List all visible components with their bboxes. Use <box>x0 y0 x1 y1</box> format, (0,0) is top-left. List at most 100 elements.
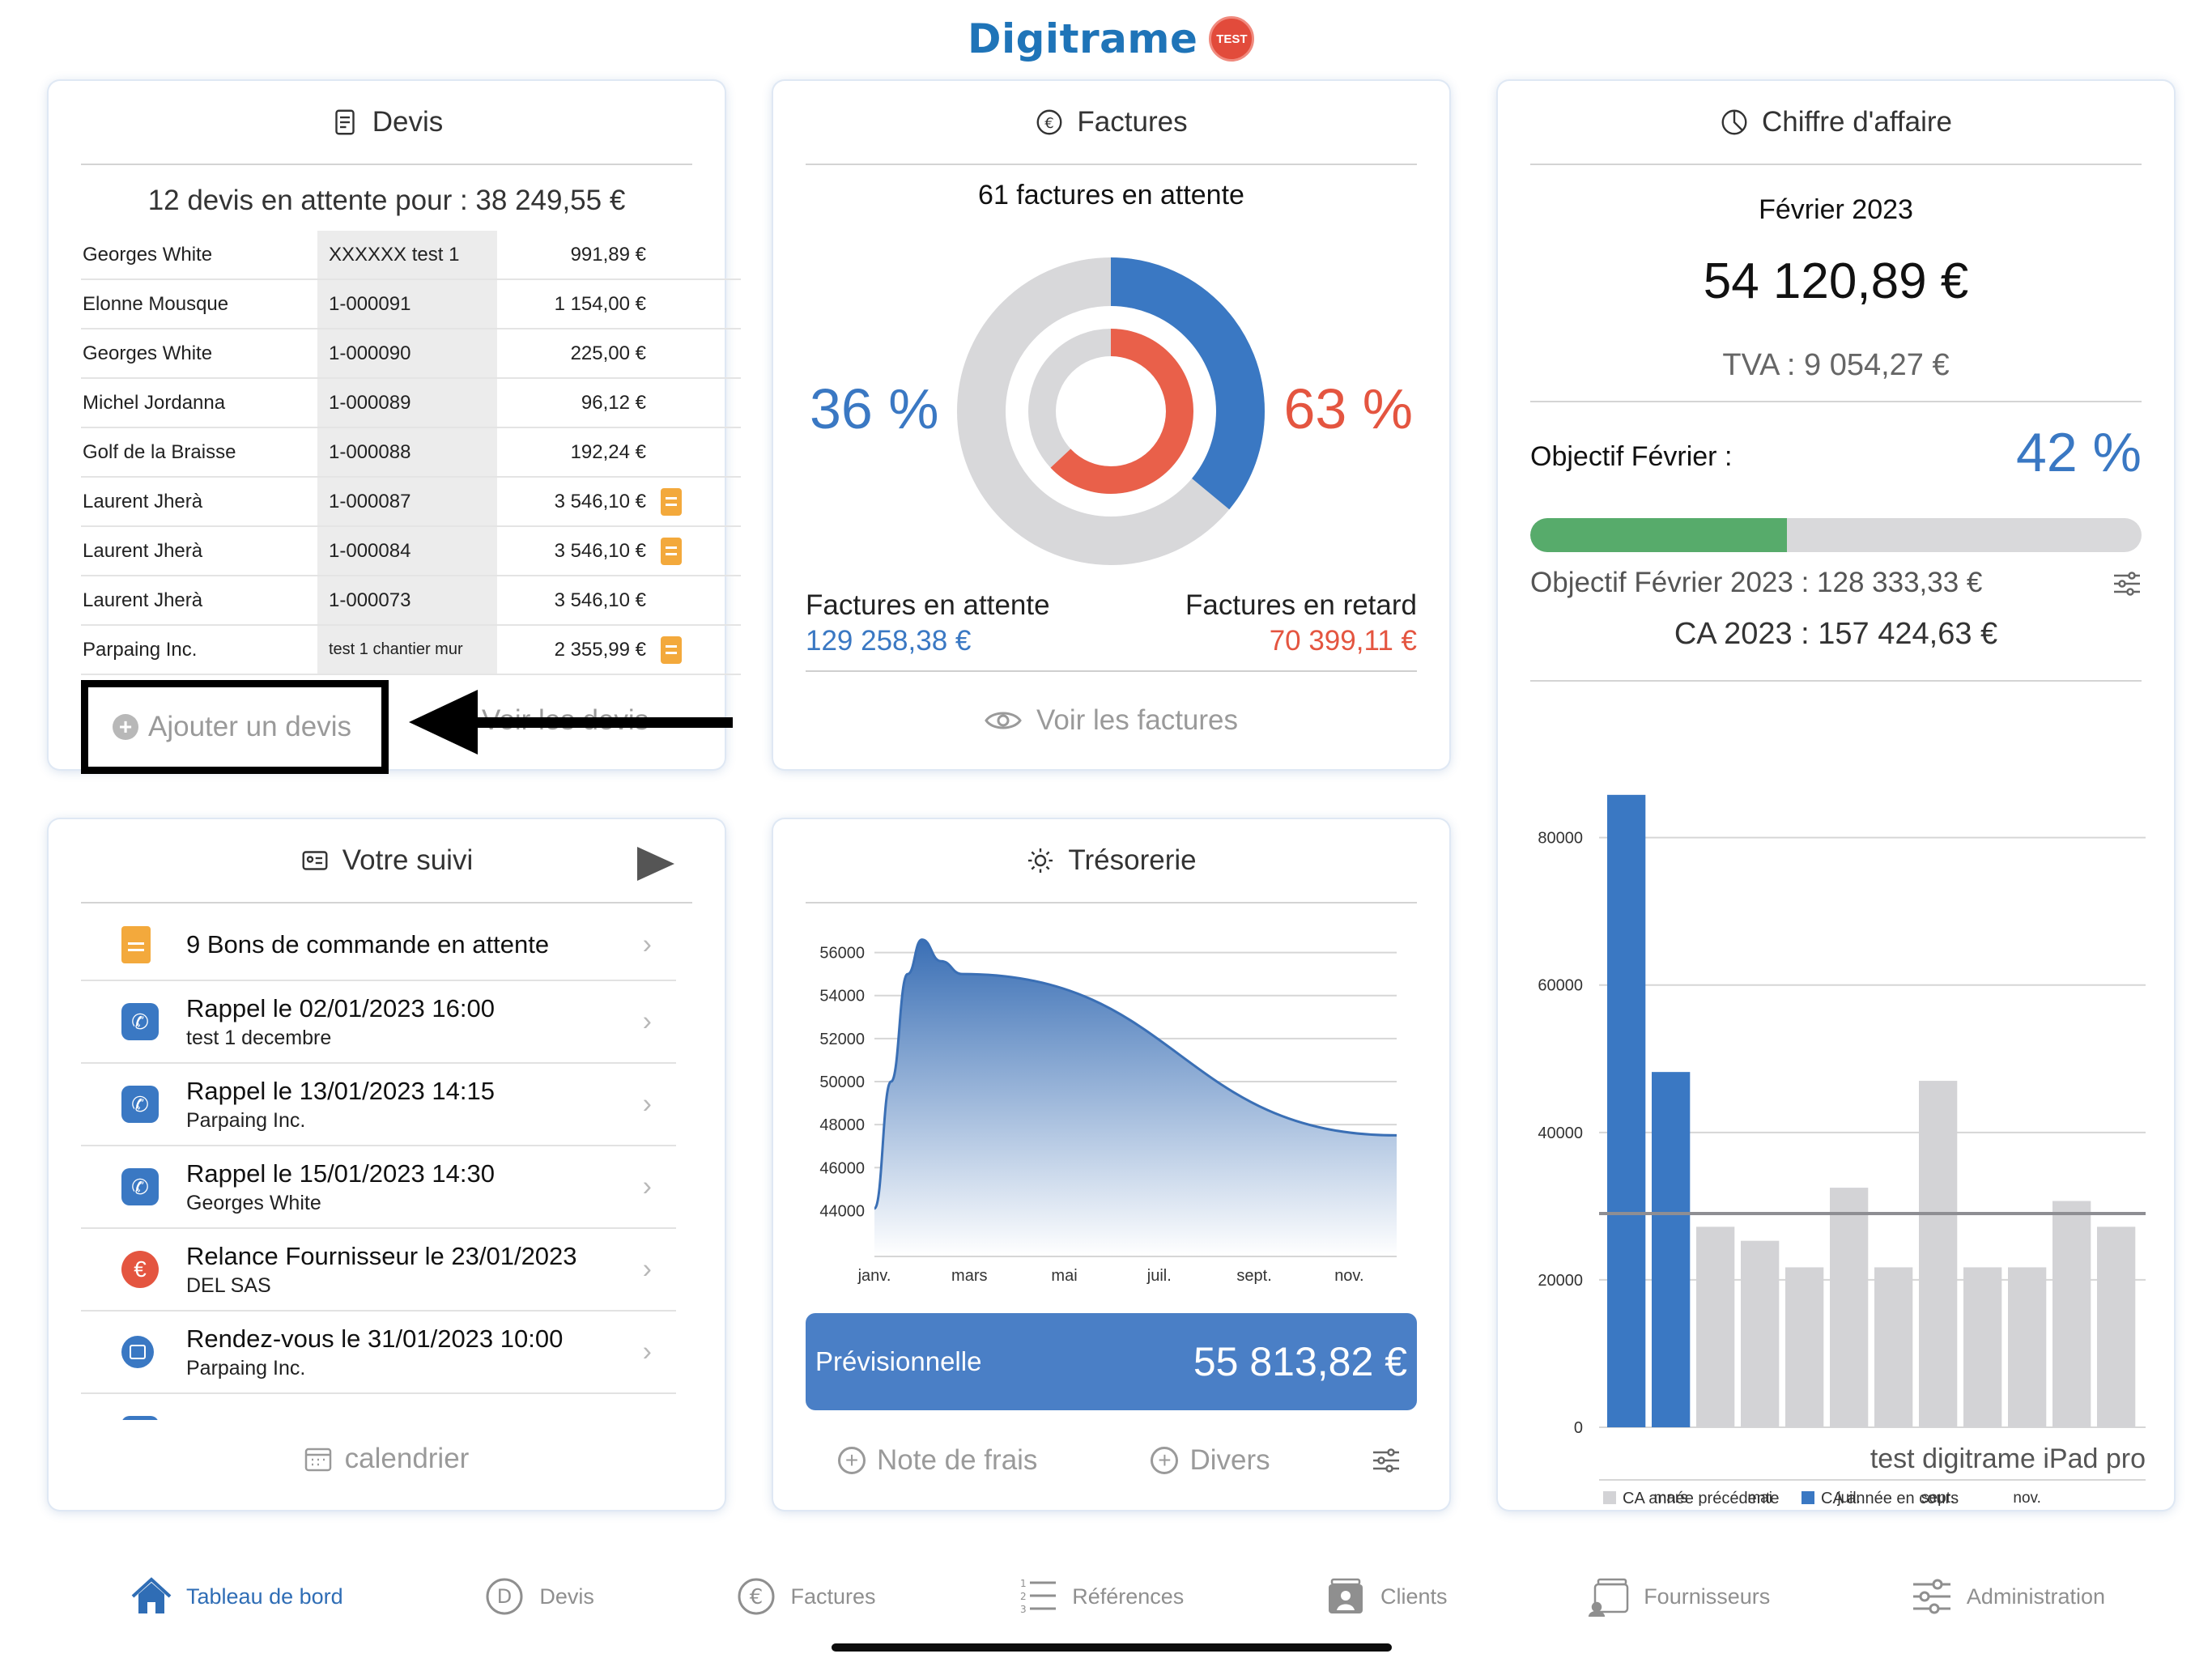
devis-ref: 1-000087 <box>317 478 497 525</box>
devis-doc-cell <box>651 487 691 516</box>
divers-button[interactable]: + Divers <box>1151 1444 1270 1477</box>
previsionnelle-box[interactable]: Prévisionnelle 55 813,82 € <box>806 1313 1417 1410</box>
document-icon[interactable] <box>661 487 682 516</box>
settings-icon <box>1912 1579 1950 1614</box>
sliders-icon[interactable] <box>1372 1448 1401 1473</box>
tab-tableau-de-bord[interactable]: Tableau de bord <box>130 1575 343 1618</box>
divider <box>1530 401 2142 402</box>
note-de-frais-button[interactable]: + Note de frais <box>838 1444 1037 1477</box>
view-factures-button[interactable]: Voir les factures <box>773 704 1449 737</box>
devis-client: Laurent Jherà <box>83 589 203 611</box>
chevron-right-icon: › <box>642 1005 652 1037</box>
phone-icon: ✆ <box>121 1003 159 1040</box>
document-icon[interactable] <box>661 537 682 565</box>
attente-percent: 36 % <box>810 377 939 440</box>
devis-amount: 1 154,00 € <box>554 292 646 315</box>
tresorerie-area-chart: 44000 46000 48000 50000 52000 54000 56000 janv.… <box>819 938 1397 1285</box>
ca-year-total: CA 2023 : 157 424,63 € <box>1674 617 1998 651</box>
tab-clients[interactable]: Clients <box>1324 1575 1448 1618</box>
suivi-item-subtitle: DEL SAS <box>186 1273 271 1297</box>
objective-progress-fill <box>1530 518 1788 552</box>
bar-previous <box>1963 1267 2002 1427</box>
test-badge: TEST <box>1209 16 1255 62</box>
suivi-item-subtitle: Georges White <box>186 1191 321 1214</box>
devis-row[interactable]: Georges White XXXXXX test 1 991,89 € <box>81 231 741 280</box>
devis-row[interactable]: Georges White 1-000090 225,00 € <box>81 329 741 379</box>
chiffre-header: Chiffre d'affaire <box>1530 81 2142 165</box>
suivi-item-title: Rappel le 02/01/2023 16:00 <box>186 993 495 1022</box>
ca-bar-chart: 0 20000 40000 60000 80000 test digitrame iPad… <box>1538 794 2146 1506</box>
factures-header: € Factures <box>806 81 1417 165</box>
fournisseurs-icon <box>1588 1578 1629 1618</box>
add-devis-button[interactable]: + Ajouter un devis <box>81 680 389 774</box>
devis-table: Georges White XXXXXX test 1 991,89 € Elonne… <box>81 231 741 675</box>
devis-client: Golf de la Braisse <box>83 440 236 463</box>
devis-row[interactable]: Golf de la Braisse 1-000088 192,24 € <box>81 428 741 478</box>
bar-previous <box>1830 1188 1869 1427</box>
tab-administration[interactable]: Administration <box>1910 1575 2105 1618</box>
devis-ref: 1-000091 <box>317 280 497 328</box>
tab-label: Fournisseurs <box>1644 1584 1771 1609</box>
suivi-item[interactable]: Rendez-vous le 31/01/2023 10:00 Parpaing … <box>81 1312 676 1394</box>
plus-circle-icon: + <box>1151 1447 1179 1474</box>
document-icon[interactable] <box>661 636 682 664</box>
suivi-item-text: Relance Fournisseur le 23/01/2023 DEL SAS <box>186 1242 577 1298</box>
attente-label: Factures en attente <box>806 589 1050 621</box>
document-icon <box>121 926 151 963</box>
calendar-button[interactable]: calendrier <box>49 1443 725 1475</box>
bar-previous <box>2052 1201 2091 1427</box>
phone-icon: ✆ <box>121 1168 159 1205</box>
x-tick-label: mai <box>1051 1267 1077 1285</box>
devis-row[interactable]: Laurent Jherà 1-000084 3 546,10 € <box>81 527 741 576</box>
devis-client: Elonne Mousque <box>83 292 229 315</box>
sliders-icon[interactable] <box>2112 572 2142 596</box>
suivi-header: Votre suivi <box>81 819 692 903</box>
tab-fournisseurs[interactable]: Fournisseurs <box>1587 1575 1770 1618</box>
suivi-item[interactable]: ✆Rappel le 31/01/2023 16:30› <box>81 1394 676 1420</box>
suivi-item[interactable]: ✆ Rappel le 13/01/2023 14:15 Parpaing Inc.… <box>81 1064 676 1146</box>
x-tick-label: sept. <box>1921 1490 1955 1506</box>
chevron-right-icon: › <box>642 1171 652 1202</box>
tab-label: Tableau de bord <box>186 1584 343 1609</box>
ca-month: Février 2023 <box>1759 194 1913 225</box>
area-line <box>873 938 1397 1210</box>
suivi-item[interactable]: ✆ Rappel le 15/01/2023 14:30 Georges White… <box>81 1146 676 1229</box>
divider <box>1530 680 2142 682</box>
bar-previous <box>1919 1081 1958 1427</box>
suivi-item-title: Relance Fournisseur le 23/01/2023 <box>186 1241 577 1270</box>
devis-client: Georges White <box>83 342 213 364</box>
devis-row[interactable]: Michel Jordanna 1-000089 96,12 € <box>81 379 741 428</box>
play-icon[interactable] <box>636 845 676 882</box>
devis-ref: 1-000073 <box>317 576 497 624</box>
devis-row[interactable]: Laurent Jherà 1-000073 3 546,10 € <box>81 576 741 626</box>
tab-label: Devis <box>539 1584 594 1609</box>
devis-row[interactable]: Laurent Jherà 1-000087 3 546,10 € <box>81 478 741 527</box>
y-tick-label: 44000 <box>819 1202 865 1220</box>
devis-ref: 1-000084 <box>317 527 497 575</box>
devis-row[interactable]: Parpaing Inc. test 1 chantier mur 2 355,99… <box>81 626 741 675</box>
devis-row[interactable]: Elonne Mousque 1-000091 1 154,00 € <box>81 280 741 329</box>
tab-devis[interactable]: D Devis <box>483 1575 594 1618</box>
objective-label: Objectif Février : <box>1530 441 1733 472</box>
y-tick-label: 46000 <box>819 1159 865 1177</box>
suivi-item[interactable]: € Relance Fournisseur le 23/01/2023 DEL SA… <box>81 1229 676 1312</box>
factures-title: Factures <box>1077 106 1188 138</box>
devis-amount: 96,12 € <box>581 391 646 414</box>
x-tick-label: janv. <box>857 1267 891 1285</box>
suivi-title: Votre suivi <box>342 844 474 876</box>
devis-icon: D <box>486 1578 523 1615</box>
chevron-right-icon: › <box>642 1253 652 1285</box>
devis-ref: XXXXXX test 1 <box>317 231 497 278</box>
suivi-item[interactable]: ✆ Rappel le 02/01/2023 16:00 test 1 decemb… <box>81 981 676 1064</box>
y-tick-label: 0 <box>1574 1419 1583 1437</box>
app-logo: Digitrame TEST <box>968 15 1255 63</box>
devis-amount: 3 546,10 € <box>554 490 646 512</box>
devis-client: Laurent Jherà <box>83 490 203 512</box>
legend-swatch <box>1603 1491 1616 1504</box>
suivi-item[interactable]: 9 Bons de commande en attente › <box>81 910 676 981</box>
tab-references[interactable]: 1 2 3 Références <box>1015 1575 1184 1618</box>
bar-previous <box>2097 1226 2136 1427</box>
suivi-list: 9 Bons de commande en attente › ✆ Rappel le… <box>81 910 676 1420</box>
tab-factures[interactable]: € Factures <box>734 1575 876 1618</box>
svg-text:1: 1 <box>1020 1578 1027 1589</box>
